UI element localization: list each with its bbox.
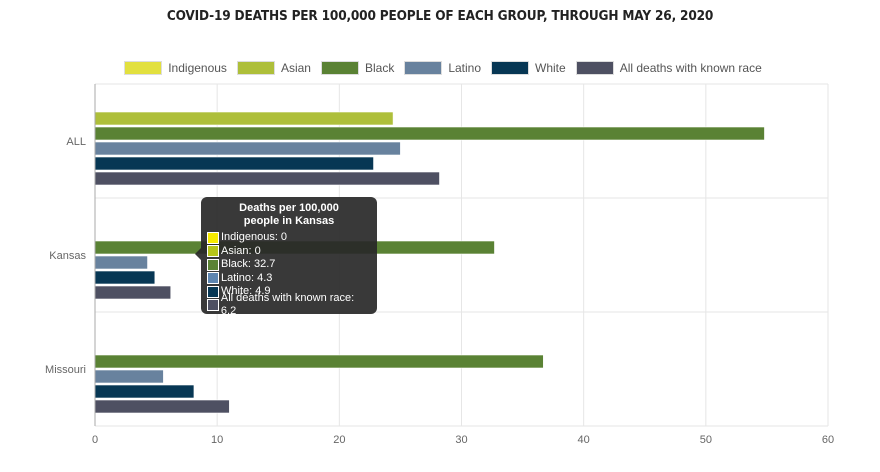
- legend-label: White: [535, 61, 566, 75]
- tooltip-swatch: [207, 272, 219, 285]
- tooltip-swatch: [207, 245, 219, 258]
- x-tick-label: 10: [211, 434, 223, 446]
- tooltip-row: Indigenous: 0: [207, 231, 371, 245]
- legend-swatch: [404, 61, 443, 75]
- bar-white: [94, 156, 374, 171]
- tooltip-row: White: 4.9: [207, 285, 371, 299]
- legend-label: Black: [364, 61, 395, 75]
- bar-all-deaths-with-known-race: [94, 285, 172, 300]
- x-tick-label: 30: [455, 434, 467, 446]
- tooltip-row: All deaths with known race: 6.2: [207, 292, 371, 317]
- legend-item[interactable]: White: [491, 61, 566, 75]
- tooltip-row-text: Latino: 4.3: [221, 271, 273, 284]
- tooltip-swatch: [207, 231, 219, 244]
- tooltip-row: Latino: 4.3: [207, 272, 371, 286]
- x-tick-label: 50: [700, 434, 712, 446]
- legend-item[interactable]: Asian: [236, 61, 311, 75]
- y-category-label: Kansas: [49, 250, 86, 262]
- legend-swatch: [236, 61, 275, 75]
- legend-item[interactable]: Black: [320, 61, 395, 75]
- legend-swatch: [491, 61, 530, 75]
- legend-item[interactable]: All deaths with known race: [575, 61, 762, 75]
- tooltip-row-text: White: 4.9: [221, 285, 271, 298]
- bar-latino: [94, 255, 148, 270]
- tooltip-swatch: [207, 258, 219, 271]
- tooltip-title-line2: people in Kansas: [243, 215, 335, 227]
- x-tick-label: 0: [92, 434, 98, 446]
- bar-latino: [94, 369, 164, 384]
- tooltip-row: Black: 32.7: [207, 258, 371, 272]
- y-category-label: ALL: [66, 136, 86, 148]
- legend-swatch: [575, 61, 614, 75]
- x-tick-label: 20: [333, 434, 345, 446]
- tooltip: Deaths per 100,000 people in Kansas Indi…: [195, 197, 377, 317]
- legend-item[interactable]: Latino: [404, 61, 481, 75]
- tooltip-row-text: Asian: 0: [221, 244, 261, 257]
- tooltip-row-text: All deaths with known race: 6.2: [220, 292, 355, 318]
- bar-all-deaths-with-known-race: [94, 171, 440, 186]
- tooltip-title-line1: Deaths per 100,000: [239, 202, 339, 214]
- bar-black: [94, 354, 544, 369]
- legend-label: Indigenous: [168, 61, 227, 75]
- legend-label: Latino: [448, 61, 482, 75]
- legend-label: All deaths with known race: [619, 61, 762, 75]
- legend-swatch: [124, 61, 163, 75]
- tooltip-swatch: [207, 299, 219, 312]
- bar-all-deaths-with-known-race: [94, 399, 230, 414]
- legend-item[interactable]: Indigenous: [124, 61, 227, 75]
- x-tick-label: 60: [822, 434, 834, 446]
- chart-title: COVID-19 DEATHS PER 100,000 PEOPLE OF EA…: [166, 8, 714, 24]
- legend: Indigenous Asian Black Latino White All death…: [0, 61, 880, 75]
- bar-white: [94, 270, 156, 285]
- legend-swatch: [320, 61, 359, 75]
- x-tick-label: 40: [578, 434, 590, 446]
- tooltip-row-text: Black: 32.7: [221, 258, 276, 271]
- bar-black: [94, 126, 765, 141]
- bar-latino: [94, 141, 401, 156]
- y-category-label: Missouri: [45, 364, 86, 376]
- tooltip-row: Asian: 0: [207, 245, 371, 259]
- bar-asian: [94, 111, 394, 126]
- bar-white: [94, 384, 195, 399]
- tooltip-row-text: Indigenous: 0: [221, 231, 288, 244]
- legend-label: Asian: [280, 61, 311, 75]
- tooltip-swatch: [207, 285, 219, 298]
